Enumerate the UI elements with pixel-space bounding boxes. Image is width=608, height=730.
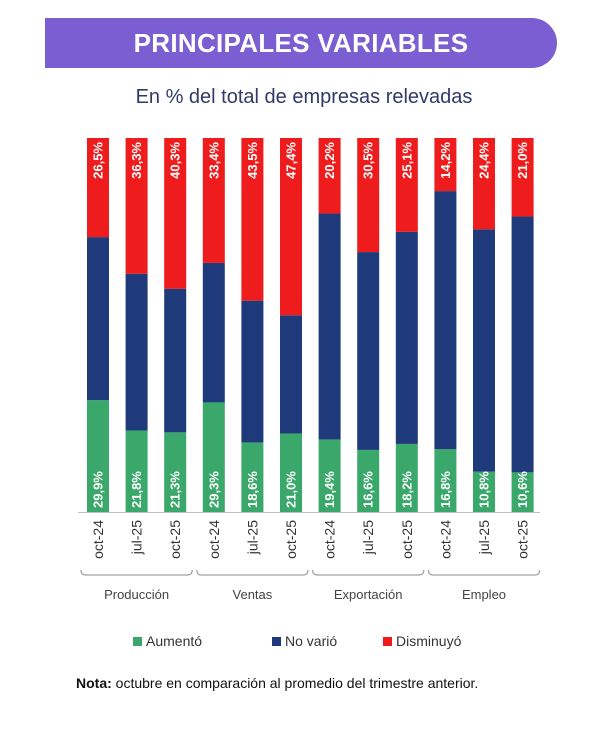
x-tick-label: oct-24 (322, 520, 338, 559)
bar-segment-aumentó (125, 430, 148, 512)
bar-segment-no-varió (164, 288, 187, 433)
data-label-disminuyo: 24,4% (477, 142, 492, 179)
x-tick-label: jul-25 (129, 520, 145, 555)
footnote-text: octubre en comparación al promedio del t… (111, 675, 479, 691)
x-tick-label: oct-24 (437, 520, 453, 559)
data-label-disminuyo: 14,2% (438, 142, 453, 179)
data-label-aumento: 18,2% (399, 471, 414, 508)
footnote: Nota: octubre en comparación al promedio… (76, 674, 536, 693)
bar-segment-no-varió (511, 216, 534, 473)
x-tick-label: oct-25 (399, 520, 415, 559)
bar-segment-disminuyó (241, 138, 264, 301)
data-label-disminuyo: 26,5% (91, 142, 106, 179)
data-label-aumento: 18,6% (245, 471, 260, 508)
bar-segment-aumentó (280, 433, 302, 512)
legend-label: Aumentó (146, 633, 202, 649)
bar-segment-disminuyó (395, 138, 418, 232)
data-label-disminuyo: 25,1% (399, 142, 414, 179)
bar-segment-no-varió (395, 231, 418, 444)
data-label-aumento: 21,0% (284, 471, 299, 508)
bar-segment-aumentó (395, 443, 418, 512)
data-label-aumento: 21,8% (129, 471, 144, 508)
legend-swatch (383, 637, 392, 646)
x-tick-label: oct-25 (167, 520, 183, 559)
group-label: Exportación (334, 587, 403, 602)
x-tick-label: jul-25 (244, 520, 260, 555)
bar-segment-no-varió (241, 300, 264, 443)
x-tick-label: oct-25 (283, 520, 299, 559)
x-tick-label: oct-25 (515, 520, 531, 559)
group-bracket (196, 569, 309, 576)
bar-segment-disminuyó (434, 138, 457, 192)
bar-segment-disminuyó (511, 138, 534, 217)
title-banner: PRINCIPALES VARIABLES (45, 18, 557, 68)
footnote-label: Nota: (76, 675, 112, 691)
bar-segment-aumentó (434, 449, 457, 512)
data-label-aumento: 29,9% (91, 471, 106, 508)
group-bracket (80, 569, 193, 576)
data-label-disminuyo: 33,4% (206, 142, 221, 179)
page-title: PRINCIPALES VARIABLES (133, 28, 469, 58)
bar-segment-no-varió (357, 252, 380, 450)
bar-segment-disminuyó (87, 138, 109, 238)
bar-segment-disminuyó (202, 138, 225, 263)
bar-segment-disminuyó (473, 138, 495, 230)
data-label-aumento: 16,6% (361, 471, 376, 508)
bar-segment-disminuyó (125, 138, 148, 274)
data-label-disminuyo: 30,5% (361, 142, 376, 179)
bar-segment-aumentó (511, 472, 534, 512)
bar-segment-no-varió (280, 315, 302, 434)
bar-segment-no-varió (87, 237, 109, 401)
group-label: Ventas (233, 587, 273, 602)
data-label-disminuyo: 47,4% (284, 142, 299, 179)
bar-segment-aumentó (241, 442, 264, 512)
data-label-disminuyo: 21,0% (515, 142, 530, 179)
data-label-aumento: 21,3% (168, 471, 183, 508)
group-label: Producción (104, 587, 169, 602)
bar-segment-no-varió (202, 262, 225, 403)
data-label-disminuyo: 40,3% (168, 142, 183, 179)
legend-swatch (133, 637, 142, 646)
bar-segment-aumentó (164, 432, 187, 512)
bar-segment-aumentó (202, 402, 225, 512)
group-bracket (312, 569, 425, 576)
x-tick-label: oct-24 (206, 520, 222, 559)
data-label-aumento: 10,8% (477, 471, 492, 508)
group-label: Empleo (462, 587, 506, 602)
bar-segment-aumentó (87, 400, 109, 512)
stacked-bar-chart: 29,9% 26,5% oct-24 21,8% 36,3% jul-25 21,3% 40,… (78, 138, 541, 649)
bar-segment-disminuyó (357, 138, 380, 253)
bar-segment-aumentó (357, 449, 380, 512)
x-tick-label: jul-25 (360, 520, 376, 555)
bar-segment-disminuyó (164, 138, 187, 289)
data-label-aumento: 29,3% (206, 471, 221, 508)
data-label-disminuyo: 20,2% (322, 142, 337, 179)
x-tick-label: oct-24 (90, 520, 106, 559)
data-label-disminuyo: 36,3% (129, 142, 144, 179)
legend-label: Disminuyó (396, 633, 462, 649)
data-label-aumento: 19,4% (322, 471, 337, 508)
bar-segment-disminuyó (280, 138, 302, 316)
bar-segment-aumentó (473, 471, 495, 512)
bar-segment-no-varió (473, 229, 495, 472)
legend-label: No varió (285, 633, 337, 649)
chart-subtitle: En % del total de empresas relevadas (135, 86, 473, 108)
x-tick-label: jul-25 (476, 520, 492, 555)
bar-segment-aumentó (318, 439, 341, 512)
data-label-aumento: 10,6% (515, 471, 530, 508)
bar-segment-disminuyó (318, 138, 341, 214)
data-label-disminuyo: 43,5% (245, 142, 260, 179)
bar-segment-no-varió (434, 191, 457, 450)
bar-segment-no-varió (318, 213, 341, 440)
group-bracket (427, 569, 541, 576)
data-label-aumento: 16,8% (438, 471, 453, 508)
bar-segment-no-varió (125, 273, 148, 431)
legend-swatch (272, 637, 281, 646)
